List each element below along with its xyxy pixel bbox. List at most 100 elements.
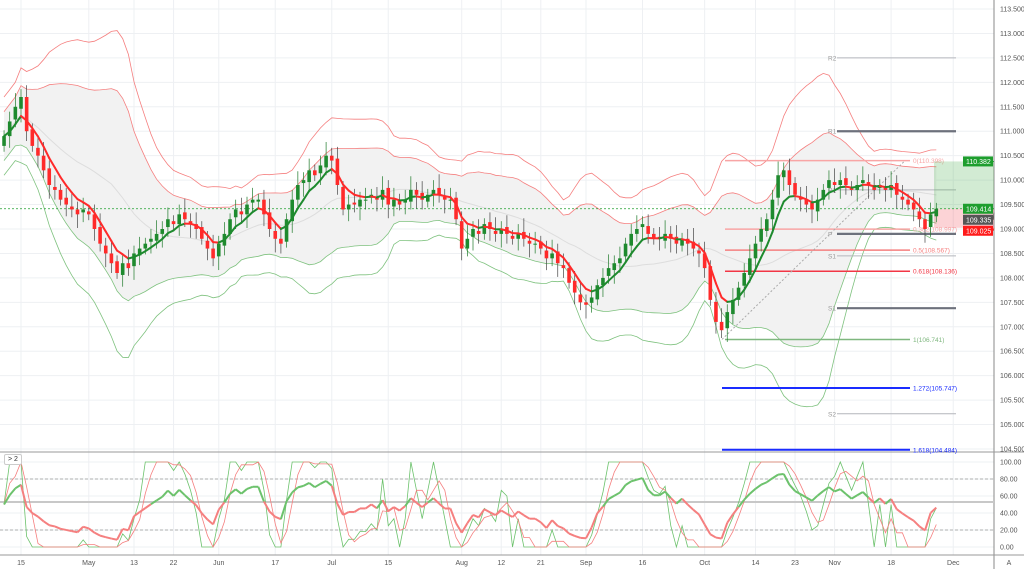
candle-body: [245, 204, 249, 215]
price-tick-label: 113.500: [1000, 7, 1024, 14]
candle-body: [719, 321, 724, 331]
moving-average-segment: [765, 231, 774, 247]
osc-tick-label: 0.00: [1000, 545, 1014, 552]
moving-average-segment: [890, 185, 898, 190]
candle-body: [629, 233, 633, 246]
moving-average-segment: [302, 189, 311, 201]
stoch-k-line: [3, 460, 937, 549]
rsi-segment: [647, 489, 655, 496]
rsi-segment: [782, 473, 791, 486]
candle-body: [30, 129, 35, 146]
x-tick-label: 21: [537, 560, 545, 567]
candle-body: [53, 186, 57, 190]
upper-band-outer: [3, 30, 937, 201]
candle-body: [171, 221, 176, 225]
moving-average-segment: [48, 157, 56, 169]
candle-body: [731, 299, 735, 315]
rsi-segment: [557, 525, 564, 530]
candle-body: [216, 243, 221, 257]
price-label-bg: [963, 156, 993, 167]
moving-average-segment: [709, 265, 717, 285]
moving-average-segment: [121, 253, 130, 260]
candle-body: [256, 199, 261, 202]
candle-body: [346, 204, 351, 210]
rsi-segment: [172, 489, 180, 497]
moving-average-segment: [217, 238, 226, 244]
rsi-segment: [60, 527, 67, 531]
moving-average-segment: [618, 261, 627, 272]
rsi-segment: [873, 497, 881, 504]
moving-average-segment: [155, 238, 164, 245]
rsi-segment: [540, 521, 548, 529]
rsi-segment: [342, 511, 350, 516]
moving-average-segment: [918, 204, 926, 214]
rsi-segment: [139, 507, 146, 513]
moving-average-segment: [777, 200, 785, 216]
moving-average-segment: [313, 178, 322, 188]
candle-body: [810, 202, 814, 210]
candle-body: [753, 243, 758, 259]
rsi-segment: [777, 472, 784, 476]
oscillator-collapse-button[interactable]: > 2: [4, 454, 22, 465]
price-label-bg: [963, 203, 993, 214]
rsi-segment: [602, 498, 610, 508]
moving-average-segment: [144, 246, 152, 253]
rsi-segment: [749, 488, 757, 495]
auto-scale-button[interactable]: A: [1007, 560, 1012, 567]
candle-body: [572, 280, 577, 293]
rsi-segment: [415, 501, 423, 508]
candle-body: [160, 229, 165, 234]
candle-body: [64, 197, 68, 205]
moving-average-segment: [36, 135, 45, 148]
rsi-segment: [438, 502, 446, 510]
candle-body: [736, 287, 741, 300]
moving-average-segment: [760, 244, 768, 259]
moving-average-segment: [731, 296, 740, 303]
rsi-segment: [82, 525, 90, 530]
rsi-segment: [760, 481, 768, 486]
x-tick-label: 13: [130, 560, 138, 567]
price-tick-label: 109.000: [1000, 227, 1024, 234]
rsi-segment: [212, 509, 220, 525]
candle-body: [742, 273, 746, 286]
moving-average-segment: [601, 279, 610, 288]
moving-average-segment: [285, 217, 294, 228]
candle-body: [765, 219, 769, 231]
price-tick-label: 112.000: [1000, 80, 1024, 87]
fib-level-label: 1.618(104.484): [913, 447, 957, 454]
rsi-segment: [551, 519, 559, 527]
pivot-label: R1: [828, 129, 837, 136]
rsi-segment: [912, 519, 921, 528]
candle-body: [748, 258, 752, 275]
rsi-segment: [381, 499, 390, 512]
osc-tick-label: 100.00: [1000, 460, 1022, 467]
rsi-segment: [150, 499, 158, 506]
rsi-segment: [472, 514, 480, 519]
band-midline: [3, 114, 937, 267]
candle-body: [279, 238, 283, 244]
moving-average-segment: [579, 281, 587, 290]
price-tick-label: 112.500: [1000, 55, 1024, 62]
rsi-segment: [127, 515, 135, 531]
rsi-segment: [483, 508, 491, 514]
rsi-segment: [822, 486, 830, 492]
candle-body: [697, 250, 701, 254]
rsi-segment: [20, 484, 28, 508]
rsi-segment: [365, 503, 372, 510]
rsi-segment: [93, 531, 101, 537]
price-tick-label: 111.500: [1000, 104, 1024, 111]
candle-body: [87, 211, 91, 215]
candle-body: [36, 147, 40, 156]
candle-body: [200, 227, 204, 239]
rsi-segment: [308, 482, 316, 488]
pivot-label: P: [828, 231, 832, 238]
moving-average-segment: [782, 195, 791, 203]
rsi-segment: [590, 512, 599, 528]
price-label-leader: [992, 227, 995, 231]
candle-body: [527, 240, 532, 244]
rsi-segment: [517, 510, 525, 517]
price-tick-label: 113.000: [1000, 31, 1024, 38]
pivot-label: R2: [828, 55, 837, 62]
candle-body: [787, 170, 792, 185]
